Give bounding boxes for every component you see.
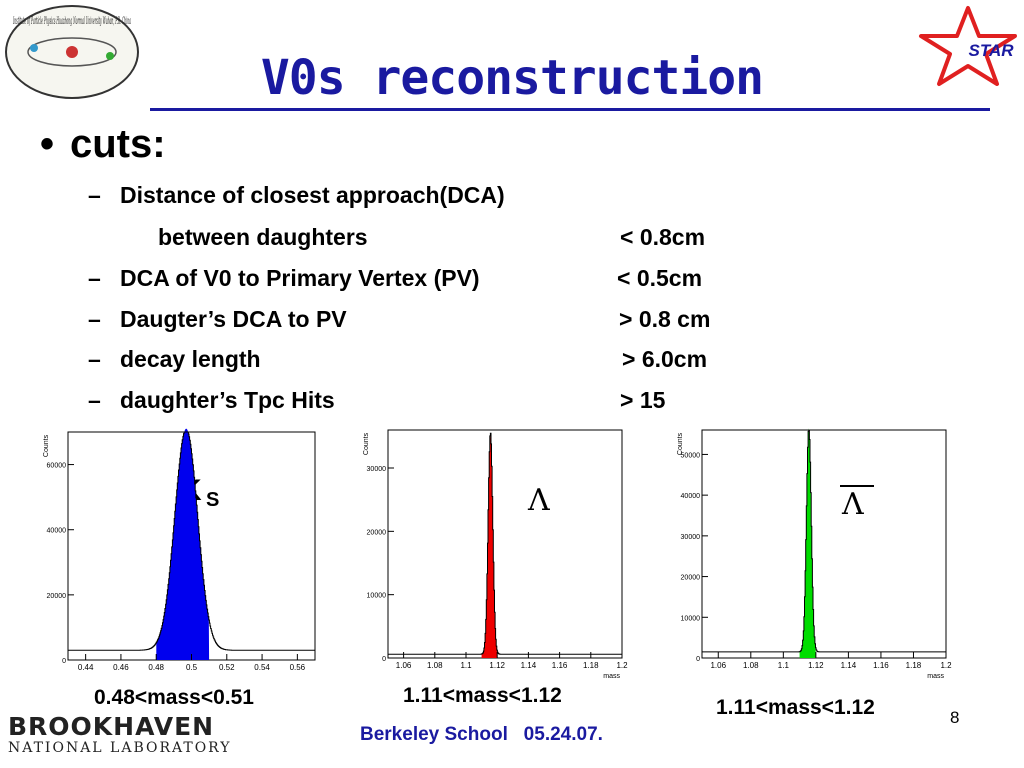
bullet-text: cuts: xyxy=(70,122,166,166)
x-tick-label: 1.1 xyxy=(460,661,472,670)
x-tick-label: 0.56 xyxy=(290,663,306,672)
x-tick-label: 1.06 xyxy=(396,661,412,670)
cut-value-1: < 0.8cm xyxy=(620,224,706,250)
antilambda-label: Λ xyxy=(841,487,864,522)
y-tick-label: 40000 xyxy=(47,528,67,535)
y-tick-label: 50000 xyxy=(681,452,701,459)
bullet-dot-icon: • xyxy=(40,122,55,166)
x-tick-label: 1.2 xyxy=(940,661,952,670)
y-tick-label: 20000 xyxy=(681,575,701,582)
y-tick-label: 0 xyxy=(696,656,700,663)
cut-label-4: decay length xyxy=(120,346,261,372)
plot-frame xyxy=(387,429,623,659)
cut-value-4: > 6.0cm xyxy=(622,346,708,372)
dash-icon: – xyxy=(88,387,101,413)
caption-ks: 0.48<mass<0.51 xyxy=(94,686,254,709)
x-tick-label: 0.54 xyxy=(254,663,270,672)
page-number: 8 xyxy=(950,708,960,727)
x-tick-label: 1.14 xyxy=(841,661,857,670)
ipp-logo-text: Institute of Particle Physics Huazhong N… xyxy=(13,16,131,27)
dash-icon: – xyxy=(88,346,101,372)
footer-text: Berkeley School 05.24.07. xyxy=(360,724,603,745)
x-tick-label: 1.12 xyxy=(489,661,505,670)
main-bullet: • cuts: xyxy=(40,122,166,167)
peak-fill xyxy=(481,432,498,658)
cut-label-1: between daughters xyxy=(158,224,368,250)
x-tick-label: 0.46 xyxy=(113,663,129,672)
y-tick-label: 10000 xyxy=(367,593,387,600)
x-tick-label: 0.52 xyxy=(219,663,235,672)
x-tick-label: 1.14 xyxy=(521,661,537,670)
caption-antilambda: 1.11<mass<1.12 xyxy=(716,696,875,719)
plot-frame xyxy=(701,429,947,659)
bnl-logo-bottom: NATIONAL LABORATORY xyxy=(8,740,232,756)
x-tick-label: 0.5 xyxy=(186,663,198,672)
dash-icon: – xyxy=(88,182,101,208)
y-tick-label: 30000 xyxy=(681,534,701,541)
peak-fill xyxy=(799,428,816,658)
dash-icon: – xyxy=(88,306,101,332)
dash-icon: – xyxy=(88,265,101,291)
bnl-logo-top: BROOKHAVEN xyxy=(8,712,215,741)
x-tick-label: 1.08 xyxy=(427,661,443,670)
histogram-line xyxy=(702,429,946,653)
antilambda-mass-plot: Λ 1.06 1.08 1.1 1.12 1.14 1.16 1.18 1.2 0 10000 20… xyxy=(677,428,952,680)
y-axis-label: Counts xyxy=(363,432,370,455)
x-tick-label: 1.06 xyxy=(710,661,726,670)
y-tick-label: 0 xyxy=(62,658,66,665)
x-tick-label: 1.18 xyxy=(583,661,599,670)
histogram-line xyxy=(68,431,315,651)
cut-label-2: DCA of V0 to Primary Vertex (PV) xyxy=(120,265,480,291)
y-tick-label: 30000 xyxy=(367,466,387,473)
y-tick-label: 40000 xyxy=(681,493,701,500)
lambda-mass-plot: Λ 1.06 1.08 1.1 1.12 1.14 1.16 1.18 1.2 0 10000 20… xyxy=(363,429,628,680)
y-axis-label: Counts xyxy=(677,432,684,455)
cut-value-5: > 15 xyxy=(620,387,666,413)
y-tick-label: 10000 xyxy=(681,615,701,622)
y-tick-label: 0 xyxy=(382,656,386,663)
star-logo: STAR xyxy=(915,4,1021,90)
cut-label-3: Daugter’s DCA to PV xyxy=(120,306,347,332)
bnl-logo: BROOKHAVEN NATIONAL LABORATORY xyxy=(8,712,232,757)
title-underline xyxy=(150,108,990,111)
x-tick-label: 1.08 xyxy=(743,661,759,670)
caption-lambda: 1.11<mass<1.12 xyxy=(403,684,562,707)
x-tick-label: 1.12 xyxy=(808,661,824,670)
y-tick-label: 20000 xyxy=(367,529,387,536)
histogram-line xyxy=(388,432,622,655)
ipp-logo: Institute of Particle Physics Huazhong N… xyxy=(2,2,142,102)
x-axis-label: mass xyxy=(603,673,620,680)
x-tick-label: 0.44 xyxy=(78,663,94,672)
x-axis-label: mass xyxy=(927,673,944,680)
x-tick-label: 1.16 xyxy=(552,661,568,670)
cut-value-2: < 0.5cm xyxy=(617,265,703,291)
ks-label-s: S xyxy=(206,489,219,511)
x-tick-label: 1.2 xyxy=(616,661,628,670)
slide-title: V0s reconstruction xyxy=(260,50,764,106)
y-tick-label: 60000 xyxy=(47,463,67,470)
x-tick-label: 1.16 xyxy=(873,661,889,670)
y-axis-label: Counts xyxy=(43,434,50,457)
x-tick-label: 1.18 xyxy=(906,661,922,670)
x-tick-label: 1.1 xyxy=(778,661,790,670)
lambda-label: Λ xyxy=(527,483,550,518)
peak-fill xyxy=(156,428,210,660)
cut-label-5: daughter’s Tpc Hits xyxy=(120,387,335,413)
star-logo-text: STAR xyxy=(968,41,1014,60)
y-tick-label: 20000 xyxy=(47,593,67,600)
cut-value-3: > 0.8 cm xyxy=(619,306,711,332)
cut-label-0: Distance of closest approach(DCA) xyxy=(120,182,505,208)
x-tick-label: 0.48 xyxy=(148,663,164,672)
ks-mass-plot: K S 0.440.460.480.50.520.540.56020000400… xyxy=(43,428,316,672)
